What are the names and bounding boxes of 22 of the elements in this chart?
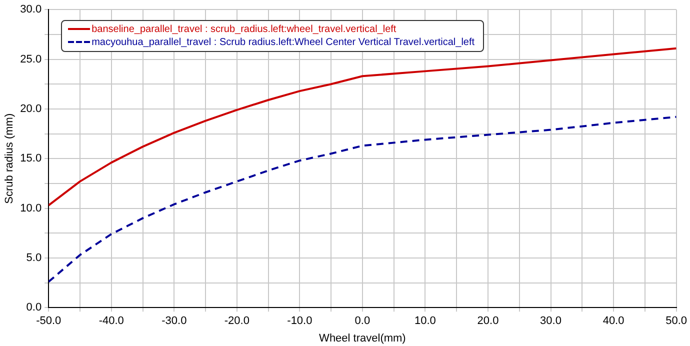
- x-tick-label: 20.0: [477, 315, 499, 328]
- x-tick-label: -10.0: [287, 315, 312, 328]
- y-tick-label: 10.0: [20, 202, 42, 214]
- x-tick-label: 10.0: [414, 315, 436, 328]
- x-tick-label: 30.0: [540, 315, 562, 328]
- y-tick-label: 30.0: [20, 4, 42, 16]
- y-axis-title: Scrub radius (mm): [4, 113, 16, 204]
- x-tick-label: 0.0: [354, 315, 370, 328]
- x-tick-label: 40.0: [602, 315, 624, 328]
- y-tick-label: 0.0: [26, 302, 42, 314]
- x-tick-label: -40.0: [98, 315, 124, 328]
- legend-label: banseline_parallel_travel : scrub_radius.left:wheel_travel.vertical_left: [92, 22, 396, 36]
- y-tick-label: 15.0: [20, 152, 42, 165]
- x-tick-label: -20.0: [224, 315, 250, 328]
- x-axis-title: Wheel travel(mm): [319, 332, 406, 344]
- x-tick-label: -30.0: [162, 315, 187, 328]
- x-tick-label: -50.0: [36, 315, 62, 328]
- y-tick-label: 25.0: [20, 53, 42, 66]
- y-tick-label: 20.0: [20, 102, 42, 115]
- legend-label: macyouhua_parallel_travel : Scrub radius.left:Wheel Center Vertical Travel.vertical_left: [92, 36, 475, 49]
- y-tick-label: 5.0: [26, 252, 42, 264]
- x-tick-label: 50.0: [666, 315, 688, 328]
